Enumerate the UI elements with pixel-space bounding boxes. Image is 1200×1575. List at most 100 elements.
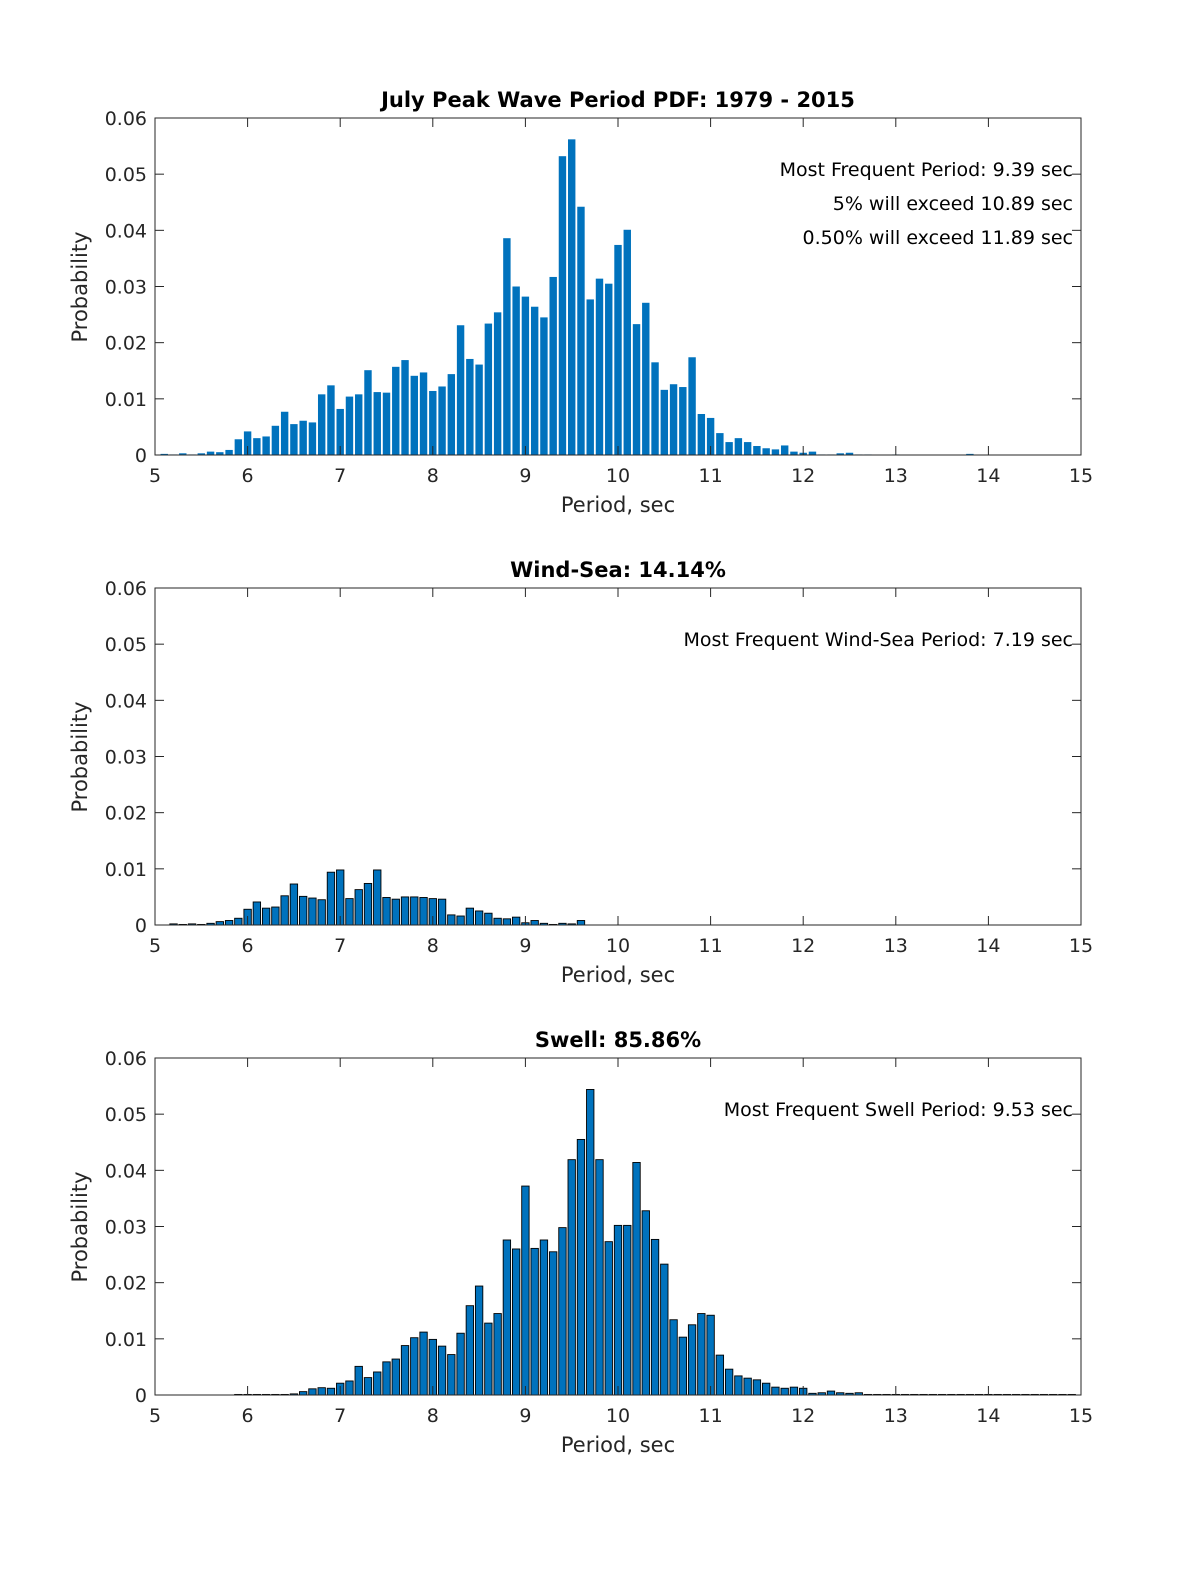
bar (632, 1162, 641, 1396)
bar (392, 366, 400, 455)
x-tick-label: 14 (976, 465, 1000, 487)
x-tick-label: 11 (699, 1405, 723, 1427)
y-axis-label: Probability (68, 1171, 92, 1282)
bar (586, 1088, 595, 1396)
x-tick-label: 7 (334, 1405, 346, 1427)
bar (363, 1377, 373, 1396)
bar (595, 1159, 604, 1396)
y-tick-label: 0.03 (105, 1217, 147, 1239)
bar (614, 244, 622, 455)
bar (789, 1386, 799, 1396)
bar (660, 1263, 669, 1396)
x-tick-label: 11 (699, 465, 723, 487)
bar (447, 1354, 456, 1396)
bar (465, 907, 475, 926)
bar (354, 889, 363, 926)
bar (326, 1387, 336, 1396)
bars (234, 1088, 1076, 1396)
bar (317, 394, 326, 455)
x-tick-label: 15 (1069, 1405, 1093, 1427)
y-tick-label: 0.02 (105, 803, 147, 825)
annotation-most-frequent: Most Frequent Period: 9.39 sec (780, 159, 1073, 181)
x-tick-label: 14 (976, 935, 1000, 957)
bar (493, 917, 502, 926)
bar (382, 392, 391, 455)
bar (391, 1358, 400, 1396)
x-tick-label: 8 (427, 1405, 439, 1427)
x-tick-label: 5 (149, 935, 161, 957)
bar (604, 1241, 613, 1396)
y-tick-label: 0 (135, 445, 147, 467)
bar (299, 420, 307, 455)
bar (308, 1388, 317, 1396)
bar (576, 1138, 586, 1396)
bars (169, 869, 586, 926)
panel-swell: Swell: 85.86% 5 6 7 8 9 10 11 12 13 14 15 0 0.01 0.0… (68, 1028, 1093, 1457)
bar (511, 1248, 521, 1396)
bar (623, 1224, 632, 1396)
y-tick-label: 0 (135, 1385, 147, 1407)
bar (679, 387, 687, 455)
bar (780, 445, 789, 455)
bar (289, 883, 299, 926)
bar (521, 296, 530, 455)
bar (261, 907, 271, 926)
bar (345, 1380, 354, 1396)
bar (317, 899, 326, 926)
bar (243, 431, 252, 455)
y-tick-label: 0.03 (105, 277, 147, 299)
bar (706, 417, 715, 455)
bar (706, 1314, 715, 1396)
bar (326, 871, 336, 926)
bar (577, 206, 585, 455)
x-axis-label: Period, sec (561, 1433, 675, 1457)
bar (623, 229, 631, 455)
y-tick-label: 0.02 (105, 1273, 147, 1295)
bar (355, 394, 363, 455)
bar (197, 453, 206, 455)
panel-total-pdf: July Peak Wave Period PDF: 1979 - 2015 5… (68, 88, 1093, 517)
x-tick-labels: 5 6 7 8 9 10 11 12 13 14 15 (149, 935, 1093, 957)
panel-wind-sea: Wind-Sea: 14.14% 5 6 7 8 9 10 11 12 13 14 15 0 0.01… (68, 558, 1093, 987)
x-tick-label: 6 (242, 465, 254, 487)
bar (540, 317, 548, 455)
y-tick-labels: 0 0.01 0.02 0.03 0.04 0.05 0.06 (105, 578, 147, 937)
bar (308, 897, 317, 926)
axis-ticks (154, 117, 1082, 456)
bar (373, 1371, 382, 1396)
y-tick-label: 0.01 (105, 859, 147, 881)
bar (651, 362, 659, 455)
x-tick-label: 9 (519, 465, 531, 487)
bar (391, 898, 400, 926)
bar (836, 453, 844, 455)
bar (456, 325, 465, 455)
y-tick-labels: 0 0.01 0.02 0.03 0.04 0.05 0.06 (105, 108, 147, 467)
bar (521, 1185, 530, 1396)
x-tick-label: 14 (976, 1405, 1000, 1427)
bars (160, 139, 974, 455)
bar (780, 1387, 789, 1396)
bar (762, 448, 770, 455)
bar (437, 1345, 447, 1396)
bar (465, 1305, 475, 1396)
bar (493, 1313, 502, 1396)
bar (771, 1386, 780, 1396)
bar (160, 453, 168, 455)
bar (271, 906, 280, 926)
bar (354, 1365, 363, 1396)
bar (530, 920, 539, 926)
x-tick-labels: 5 6 7 8 9 10 11 12 13 14 15 (149, 1405, 1093, 1427)
bar (280, 411, 289, 455)
bar (234, 439, 243, 455)
bar (364, 370, 372, 455)
bar (466, 358, 474, 455)
bar (697, 414, 706, 455)
bar (382, 1361, 391, 1396)
x-tick-label: 10 (606, 465, 630, 487)
bar (762, 1382, 771, 1396)
x-tick-label: 9 (519, 1405, 531, 1427)
bar (382, 897, 391, 926)
bar (179, 453, 187, 455)
bar (669, 384, 678, 455)
bar (308, 422, 317, 455)
